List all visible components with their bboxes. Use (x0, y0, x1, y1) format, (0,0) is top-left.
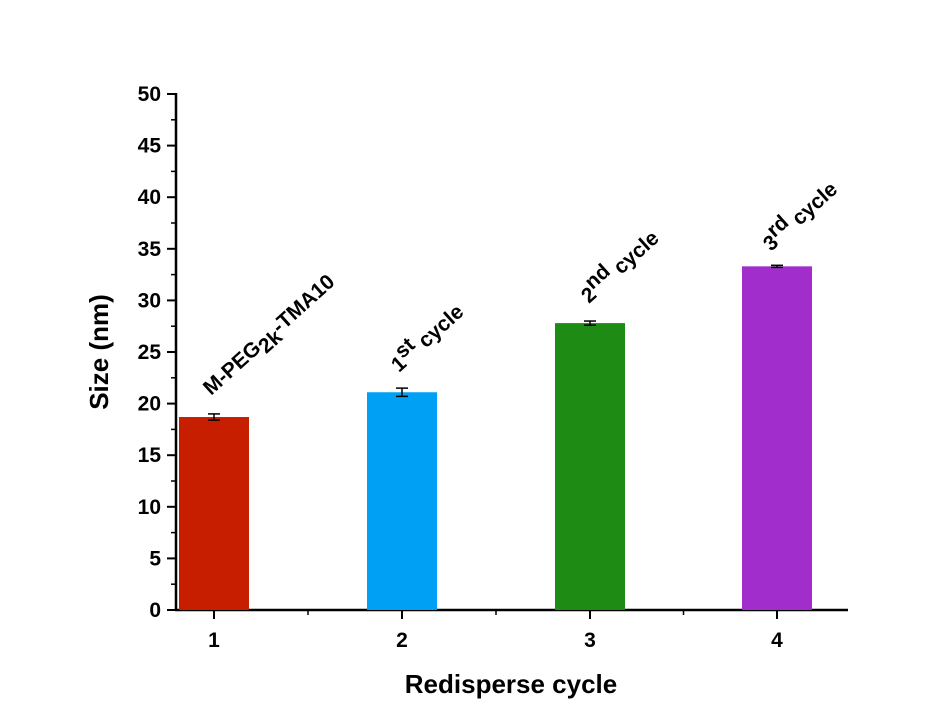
y-axis-title: Size (nm) (84, 294, 114, 410)
bar-annotation: 3rd cycle (754, 172, 842, 256)
bar-annotation-part: -TMA10 (267, 270, 339, 338)
axes: 0 5 10 15 20 25 30 35 40 45 50 1 2 3 4 (138, 83, 848, 652)
y-tick-label: 15 (138, 444, 162, 467)
bar-annotation-part: M-PEG (199, 337, 266, 400)
y-tick-label: 0 (149, 599, 161, 622)
y-tick-label: 10 (138, 496, 161, 519)
bar (555, 323, 625, 610)
bar-annotation-part: cycle (410, 300, 469, 356)
y-tick-label: 45 (138, 135, 162, 158)
x-tick-label: 4 (771, 629, 783, 652)
bar-annotation: M-PEG2k-TMA10 (199, 270, 343, 404)
y-tick-label: 5 (149, 547, 161, 570)
x-tick-label: 2 (396, 629, 408, 652)
y-tick-label: 25 (138, 341, 162, 364)
x-tick-label: 3 (584, 629, 596, 652)
x-axis-title: Redisperse cycle (405, 669, 617, 699)
bars (179, 264, 812, 610)
bar (179, 417, 249, 610)
y-tick-label: 35 (138, 238, 162, 261)
bar-annotation: 1st cycle (382, 294, 469, 376)
bar-annotation-part: cycle (783, 178, 842, 234)
y-tick-label: 40 (138, 186, 161, 209)
bar-annotation-part: cycle (605, 227, 664, 283)
bar-annotation: 2nd cycle (572, 221, 664, 308)
y-tick-label: 30 (138, 289, 161, 312)
x-tick-label: 1 (208, 629, 220, 652)
bar (742, 266, 812, 610)
y-tick-label: 50 (138, 83, 161, 106)
bar (367, 392, 437, 610)
y-tick-label: 20 (138, 393, 161, 416)
